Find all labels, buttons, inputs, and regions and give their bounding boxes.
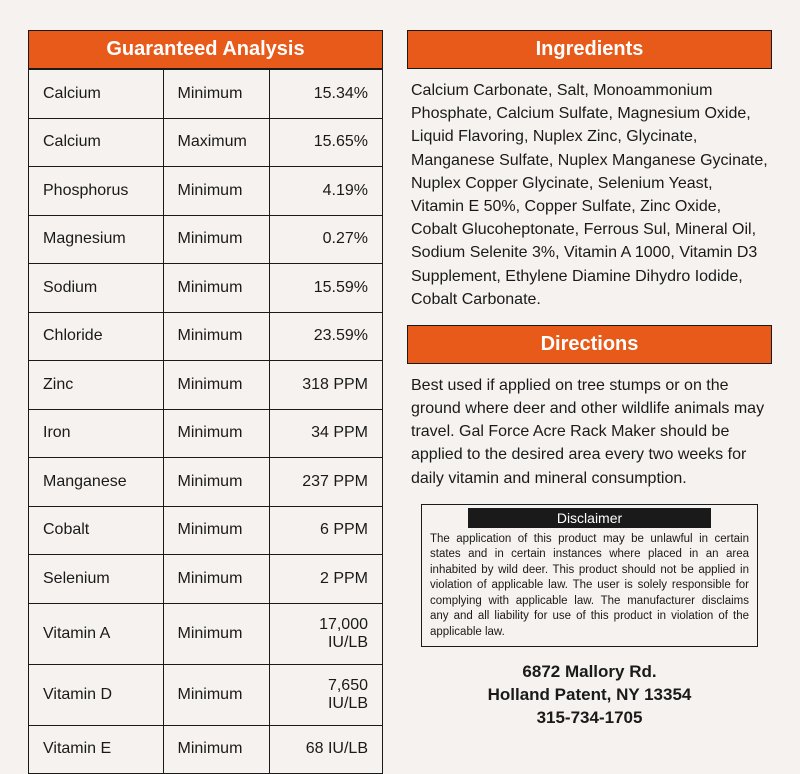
nutrient-name: Magnesium	[29, 215, 164, 264]
nutrient-name: Selenium	[29, 555, 164, 604]
nutrient-name: Sodium	[29, 264, 164, 313]
disclaimer-header: Disclaimer	[468, 508, 711, 528]
nutrient-type: Minimum	[163, 361, 269, 410]
contact-address: 6872 Mallory Rd. Holland Patent, NY 1335…	[407, 661, 772, 730]
table-row: PhosphorusMinimum4.19%	[29, 167, 383, 216]
ingredients-header: Ingredients	[407, 30, 772, 69]
directions-header: Directions	[407, 325, 772, 364]
nutrient-value: 7,650 IU/LB	[269, 664, 382, 725]
nutrient-name: Zinc	[29, 361, 164, 410]
nutrient-type: Minimum	[163, 555, 269, 604]
directions-text: Best used if applied on tree stumps or o…	[407, 364, 772, 490]
table-row: SodiumMinimum15.59%	[29, 264, 383, 313]
table-row: ChlorideMinimum23.59%	[29, 312, 383, 361]
nutrient-value: 15.34%	[269, 70, 382, 119]
nutrient-name: Calcium	[29, 118, 164, 167]
table-row: IronMinimum34 PPM	[29, 409, 383, 458]
nutrient-type: Minimum	[163, 725, 269, 774]
nutrient-value: 237 PPM	[269, 458, 382, 507]
disclaimer-text: The application of this product may be u…	[422, 530, 757, 647]
nutrient-type: Minimum	[163, 458, 269, 507]
nutrient-value: 68 IU/LB	[269, 725, 382, 774]
nutrient-value: 17,000 IU/LB	[269, 603, 382, 664]
nutrient-value: 4.19%	[269, 167, 382, 216]
nutrient-name: Vitamin E	[29, 725, 164, 774]
nutrient-value: 23.59%	[269, 312, 382, 361]
ingredients-text: Calcium Carbonate, Salt, Monoammonium Ph…	[407, 69, 772, 311]
table-row: CalciumMaximum15.65%	[29, 118, 383, 167]
nutrient-value: 6 PPM	[269, 506, 382, 555]
nutrient-name: Phosphorus	[29, 167, 164, 216]
table-row: CobaltMinimum6 PPM	[29, 506, 383, 555]
address-line1: 6872 Mallory Rd.	[407, 661, 772, 684]
nutrient-value: 34 PPM	[269, 409, 382, 458]
nutrient-name: Vitamin A	[29, 603, 164, 664]
nutrient-type: Minimum	[163, 603, 269, 664]
right-column: Ingredients Calcium Carbonate, Salt, Mon…	[407, 30, 772, 743]
nutrient-value: 0.27%	[269, 215, 382, 264]
nutrient-type: Minimum	[163, 312, 269, 361]
disclaimer-box: Disclaimer The application of this produ…	[421, 504, 758, 648]
nutrient-name: Iron	[29, 409, 164, 458]
analysis-table: CalciumMinimum15.34%CalciumMaximum15.65%…	[28, 69, 383, 774]
table-row: ManganeseMinimum237 PPM	[29, 458, 383, 507]
nutrient-value: 2 PPM	[269, 555, 382, 604]
nutrient-name: Calcium	[29, 70, 164, 119]
table-row: CalciumMinimum15.34%	[29, 70, 383, 119]
nutrient-type: Minimum	[163, 506, 269, 555]
nutrient-value: 15.59%	[269, 264, 382, 313]
nutrient-type: Minimum	[163, 409, 269, 458]
nutrient-name: Vitamin D	[29, 664, 164, 725]
address-line2: Holland Patent, NY 13354	[407, 684, 772, 707]
address-phone: 315-734-1705	[407, 707, 772, 730]
nutrient-name: Manganese	[29, 458, 164, 507]
analysis-header: Guaranteed Analysis	[28, 30, 383, 69]
table-row: SeleniumMinimum2 PPM	[29, 555, 383, 604]
table-row: Vitamin EMinimum68 IU/LB	[29, 725, 383, 774]
table-row: Vitamin AMinimum17,000 IU/LB	[29, 603, 383, 664]
nutrient-value: 318 PPM	[269, 361, 382, 410]
nutrient-type: Minimum	[163, 664, 269, 725]
nutrient-type: Minimum	[163, 70, 269, 119]
nutrient-type: Maximum	[163, 118, 269, 167]
nutrient-name: Chloride	[29, 312, 164, 361]
nutrient-type: Minimum	[163, 264, 269, 313]
nutrient-type: Minimum	[163, 215, 269, 264]
table-row: Vitamin DMinimum7,650 IU/LB	[29, 664, 383, 725]
nutrient-value: 15.65%	[269, 118, 382, 167]
guaranteed-analysis-panel: Guaranteed Analysis CalciumMinimum15.34%…	[28, 30, 383, 743]
nutrient-type: Minimum	[163, 167, 269, 216]
table-row: MagnesiumMinimum0.27%	[29, 215, 383, 264]
table-row: ZincMinimum318 PPM	[29, 361, 383, 410]
nutrient-name: Cobalt	[29, 506, 164, 555]
